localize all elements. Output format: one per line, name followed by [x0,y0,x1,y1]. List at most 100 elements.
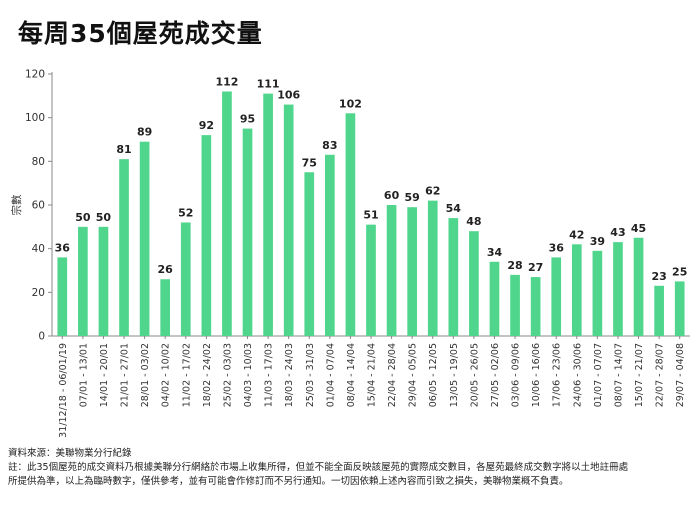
bar [613,242,623,336]
bar-value-label: 39 [590,235,605,248]
bar-value-label: 102 [339,97,362,110]
bar [654,285,664,336]
bar-value-label: 60 [384,189,400,202]
bar [551,257,562,336]
bar-value-label: 36 [55,241,71,254]
bar [180,222,191,336]
bar-value-label: 52 [178,206,193,219]
bar-value-label: 75 [302,156,317,169]
bar [571,244,582,336]
bar-value-label: 42 [569,228,584,241]
x-tick-label: 18/02 - 24/02 [202,343,213,407]
bar [489,261,500,336]
x-tick-label: 03/06 - 09/06 [511,343,522,407]
chart-title: 每周35個屋苑成交量 [18,19,263,48]
bar [592,250,603,336]
footer-notes: 資料來源：美聯物業分行紀錄 註：此35個屋苑的成交資料乃根據美聯分行網絡於市場上… [8,447,694,489]
x-tick-label: 13/05 - 19/05 [449,343,460,407]
bar-value-label: 59 [405,191,420,204]
bar [119,159,129,336]
x-tick-label: 11/02 - 17/02 [181,343,192,407]
bar-value-label: 83 [322,139,337,152]
bar-value-label: 62 [425,185,440,198]
y-tick-label: 60 [32,200,45,212]
bar [674,281,685,336]
bar-value-label: 50 [96,211,112,224]
x-tick-label: 15/04 - 21/04 [367,343,378,407]
bar [263,93,273,337]
x-tick-label: 11/03 - 17/03 [264,343,275,407]
bar-value-label: 111 [257,78,280,91]
x-tick-label: 22/04 - 28/04 [387,343,398,407]
bar [510,274,520,336]
y-tick-label: 20 [32,287,45,299]
bar [222,91,232,336]
bar-value-label: 34 [487,246,503,259]
bar-value-label: 95 [240,113,255,126]
x-tick-label: 01/04 - 07/04 [325,343,336,407]
bar [283,104,294,336]
bar [633,237,644,336]
bar [386,205,397,336]
y-tick-label: 120 [25,69,45,81]
bar-value-label: 81 [116,143,131,156]
x-tick-label: 08/04 - 14/04 [346,343,357,407]
source-note: 資料來源：美聯物業分行紀錄 [8,448,132,459]
x-tick-label: 10/06 - 16/06 [531,343,542,407]
bar-value-label: 36 [549,241,565,254]
bar [304,172,315,336]
bar-value-label: 50 [75,211,91,224]
disclaimer-line-2: 所提供為準，以上為臨時數字，僅供參考，並有可能會作修訂而不另行通知。一切因依賴上… [8,476,569,487]
bar-value-label: 92 [199,119,214,132]
y-tick-label: 40 [32,243,45,255]
bar [201,135,212,336]
y-tick-label: 100 [25,112,45,124]
bar-value-label: 26 [158,263,174,276]
x-tick-label: 24/06 - 30/06 [572,343,583,407]
bar [242,128,253,336]
x-tick-label: 21/01 - 27/01 [120,343,131,407]
x-tick-label: 04/03 - 10/03 [243,343,254,407]
bar-value-label: 43 [610,226,625,239]
x-tick-label: 28/01 - 03/02 [140,343,151,407]
x-tick-label: 20/05 - 26/05 [469,343,480,407]
bar [530,277,541,336]
bar [427,200,438,336]
bar [366,224,376,336]
bar-value-label: 51 [363,209,378,222]
disclaimer-line-1: 註：此35個屋苑的成交資料乃根據美聯分行網絡於市場上收集所得，但並不能全面反映該… [8,462,629,473]
bar-value-label: 54 [446,202,462,215]
x-tick-label: 04/02 - 10/02 [161,343,172,407]
x-tick-label: 18/03 - 24/03 [284,343,295,407]
bar [448,218,459,336]
bar-value-label: 106 [277,89,300,102]
x-tick-label: 27/05 - 02/06 [490,343,501,407]
bar-chart: 0 20 40 60 80 100 120 宗數 36 31/12/18 - 06/01/19 50… [10,69,690,438]
bar [469,231,479,336]
bar-value-label: 89 [137,126,152,139]
x-tick-label: 22/07 - 28/07 [655,343,666,407]
bar-value-label: 48 [466,215,481,228]
bar [78,226,88,336]
x-tick-label: 15/07 - 21/07 [634,343,645,407]
bar-value-label: 25 [672,265,687,278]
x-tick-label: 29/04 - 05/05 [408,343,419,407]
y-axis-label: 宗數 [10,194,23,215]
bar-value-label: 45 [631,222,646,235]
x-tick-label: 17/06 - 23/06 [552,343,563,407]
bar-value-label: 23 [651,270,666,283]
x-tick-label: 06/05 - 12/05 [428,343,439,407]
x-tick-label: 29/07 - 04/08 [675,343,686,407]
bar [57,257,68,336]
y-tick-label: 0 [38,331,45,343]
x-tick-label: 08/07 - 14/07 [613,343,624,407]
bar-value-label: 28 [507,259,522,272]
y-tick-label: 80 [32,156,45,168]
bar [325,154,335,336]
bar [345,113,356,336]
bar-value-label: 27 [528,261,543,274]
x-tick-label: 31/12/18 - 06/01/19 [58,343,69,438]
bar-value-label: 112 [215,75,238,88]
bar [407,207,417,336]
bar [98,226,109,336]
